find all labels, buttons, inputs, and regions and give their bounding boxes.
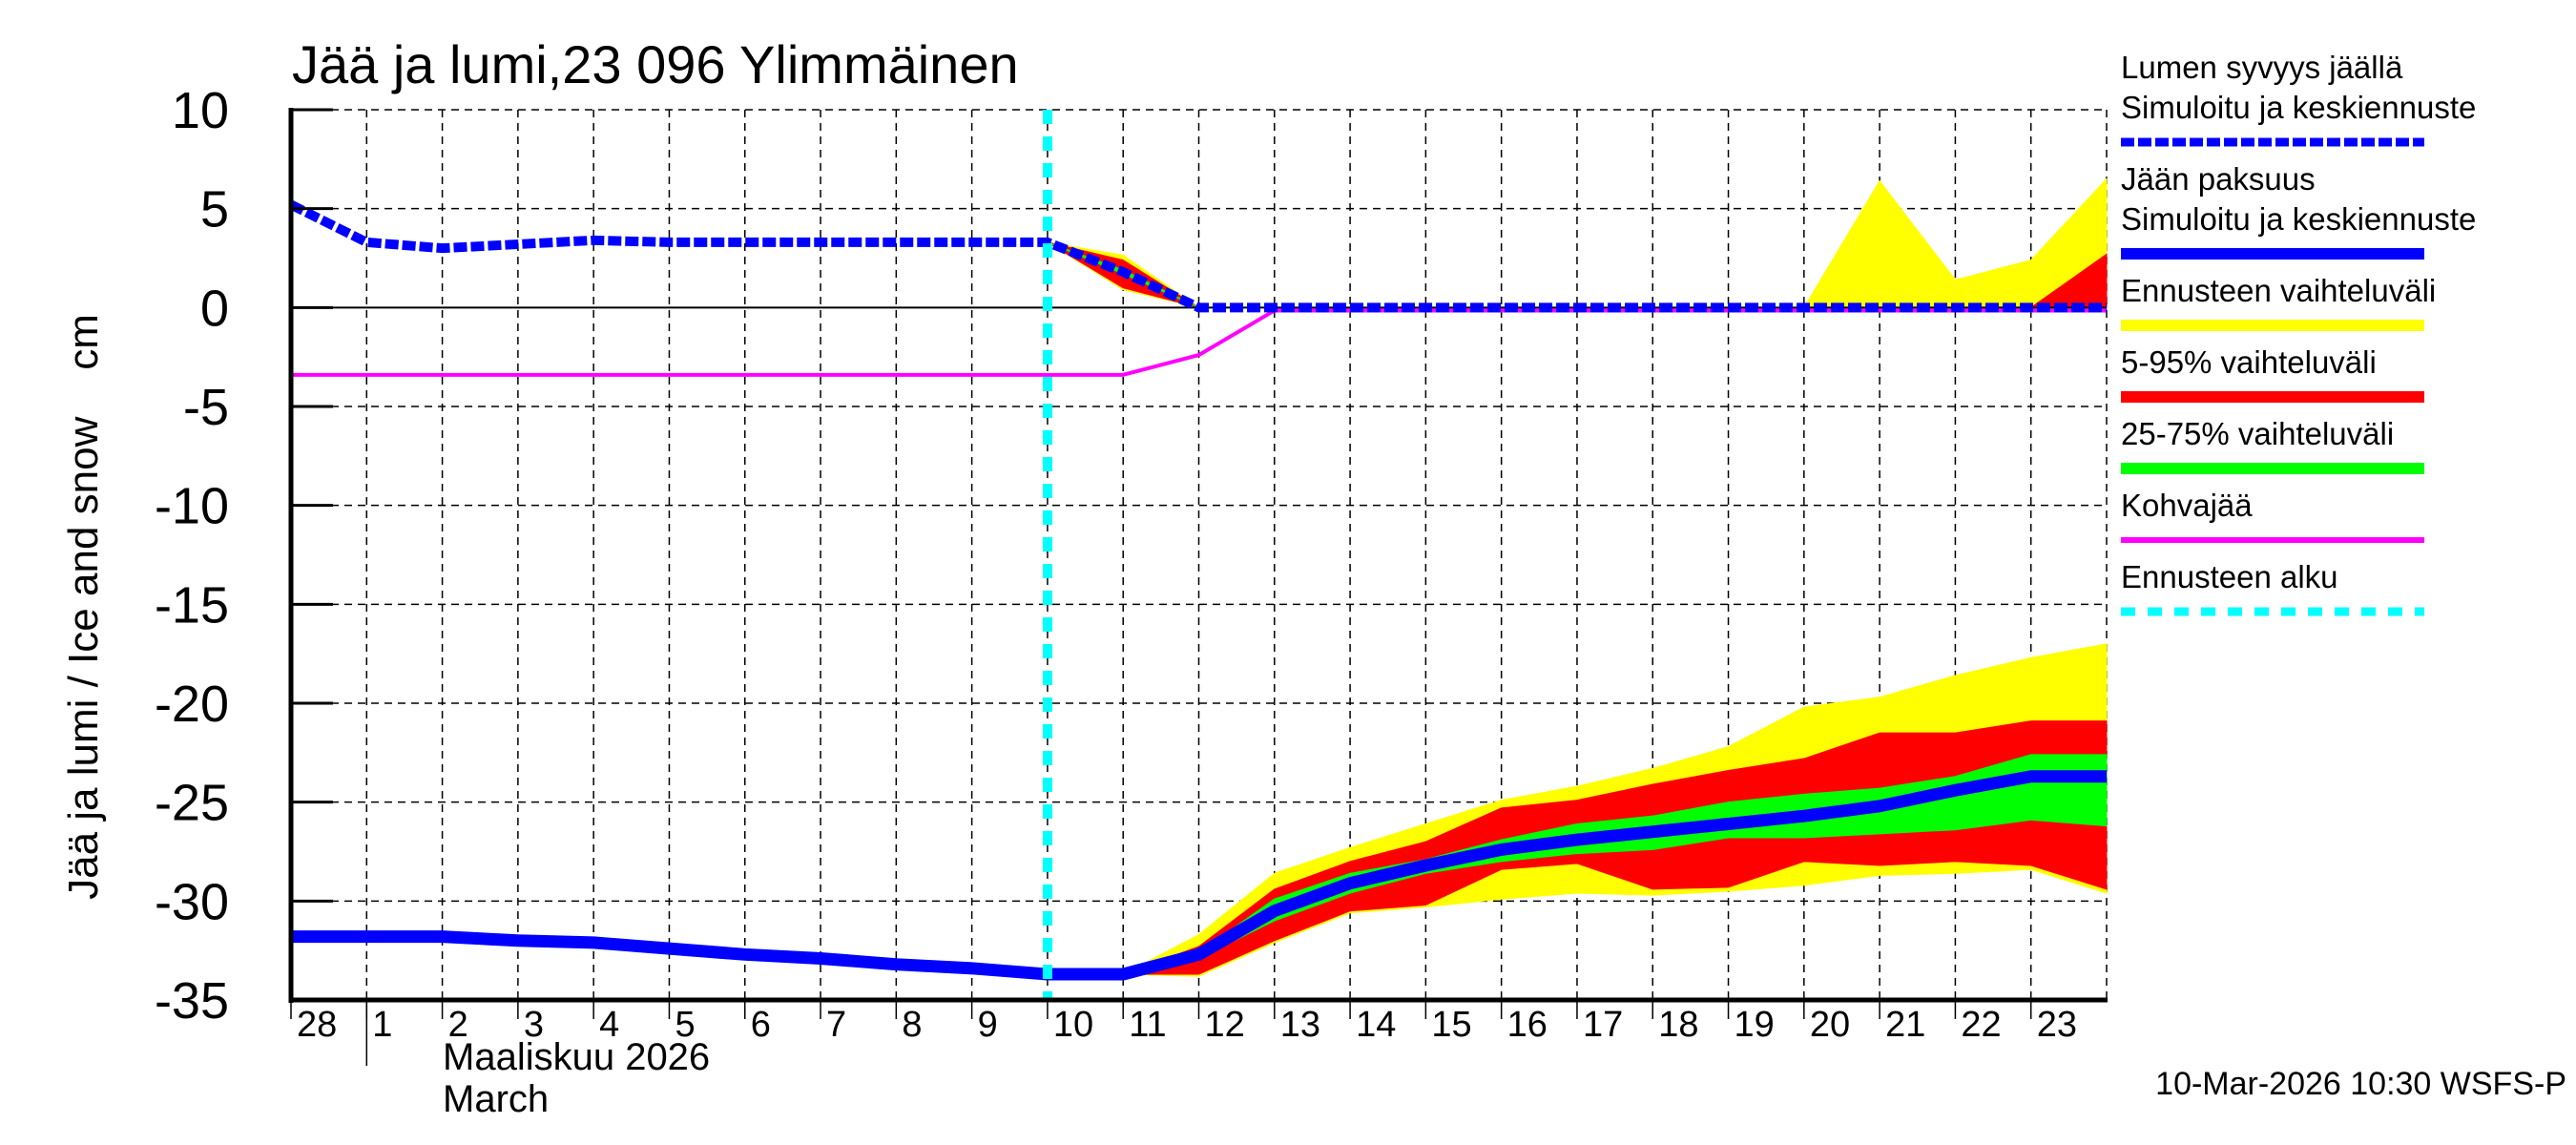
legend-label: Ennusteen alku: [2121, 559, 2338, 594]
x-tick-label: 18: [1658, 1005, 1698, 1045]
x-tick-label: 9: [978, 1005, 998, 1045]
x-tick-label: 16: [1507, 1005, 1548, 1045]
legend-item: Ennusteen alku: [2121, 559, 2424, 616]
x-tick-label: 13: [1280, 1005, 1320, 1045]
y-tick-labels: 10 5 0 -5 -10 -15 -20 -25 -30 -35: [155, 82, 229, 1030]
y-tick-label: -15: [155, 576, 229, 634]
legend-label: Lumen syvyys jäällä: [2121, 50, 2403, 85]
axes: [288, 108, 2108, 1066]
legend-sublabel: Simuloitu ja keskiennuste: [2121, 201, 2476, 237]
x-tick-label: 3: [524, 1005, 544, 1045]
x-tick-label: 1: [372, 1005, 392, 1045]
x-tick-label: 7: [826, 1005, 846, 1045]
legend: Lumen syvyys jäällä Simuloitu ja keskienn…: [2121, 50, 2476, 616]
x-tick-label: 10: [1053, 1005, 1093, 1045]
x-tick-label: 17: [1583, 1005, 1623, 1045]
chart-title: Jää ja lumi,23 096 Ylimmäinen: [292, 34, 1019, 94]
x-tick-label: 5: [675, 1005, 695, 1045]
legend-label: Ennusteen vaihteluväli: [2121, 273, 2436, 308]
y-tick-label: -20: [155, 676, 229, 733]
legend-item: Lumen syvyys jäällä Simuloitu ja keskienn…: [2121, 50, 2476, 147]
x-tick-label: 14: [1356, 1005, 1396, 1045]
legend-item: Ennusteen vaihteluväli: [2121, 273, 2436, 331]
x-tick-label: 19: [1735, 1005, 1775, 1045]
legend-item: 5-95% vaihteluväli: [2121, 344, 2424, 403]
x-tick-label: 6: [751, 1005, 771, 1045]
x-tick-label: 12: [1205, 1005, 1245, 1045]
x-tick-label: 15: [1431, 1005, 1471, 1045]
x-tick-label: 11: [1129, 1005, 1166, 1045]
legend-sublabel: Simuloitu ja keskiennuste: [2121, 90, 2476, 125]
x-axis-month-fi: Maaliskuu 2026: [443, 1036, 710, 1078]
y-tick-label: -30: [155, 873, 229, 930]
y-tick-label: 5: [200, 181, 229, 239]
x-tick-label: 22: [1961, 1005, 2001, 1045]
x-axis-month-en: March: [443, 1078, 549, 1120]
y-tick-label: -35: [155, 972, 229, 1030]
legend-label: 25-75% vaihteluväli: [2121, 416, 2394, 451]
legend-label: 5-95% vaihteluväli: [2121, 344, 2377, 380]
x-tick-label: 21: [1885, 1005, 1925, 1045]
snow-depth-line: [288, 200, 2107, 313]
x-tick-label: 8: [902, 1005, 922, 1045]
ice-thickness-line: [291, 770, 2107, 981]
y-tick-label: -5: [183, 379, 229, 436]
legend-item: Kohvajää: [2121, 488, 2424, 543]
y-tick-label: -25: [155, 775, 229, 832]
legend-item: 25-75% vaihteluväli: [2121, 416, 2424, 474]
legend-label: Jään paksuus: [2121, 161, 2316, 197]
x-tick-labels: 28 1 2 3 4 5 6 7 8 9 10 11 12 13 14 15 16 17 18 19 20 21 22 23: [297, 1005, 2077, 1045]
x-tick-label: 4: [599, 1005, 619, 1045]
data-series: [288, 200, 2107, 981]
timestamp: 10-Mar-2026 10:30 WSFS-P: [2155, 1066, 2566, 1102]
x-tick-label: 20: [1810, 1005, 1850, 1045]
legend-label: Kohvajää: [2121, 488, 2253, 523]
y-tick-label: -10: [155, 478, 229, 535]
y-tick-label: 10: [172, 82, 229, 139]
x-tick-label: 2: [448, 1005, 468, 1045]
y-axis-label: Jää ja lumi / Ice and snow cm: [60, 314, 107, 900]
x-tick-label: 23: [2037, 1005, 2077, 1045]
legend-item: Jään paksuus Simuloitu ja keskiennuste: [2121, 161, 2476, 260]
x-tick-label: 28: [297, 1005, 337, 1045]
y-tick-label: 0: [200, 280, 229, 337]
